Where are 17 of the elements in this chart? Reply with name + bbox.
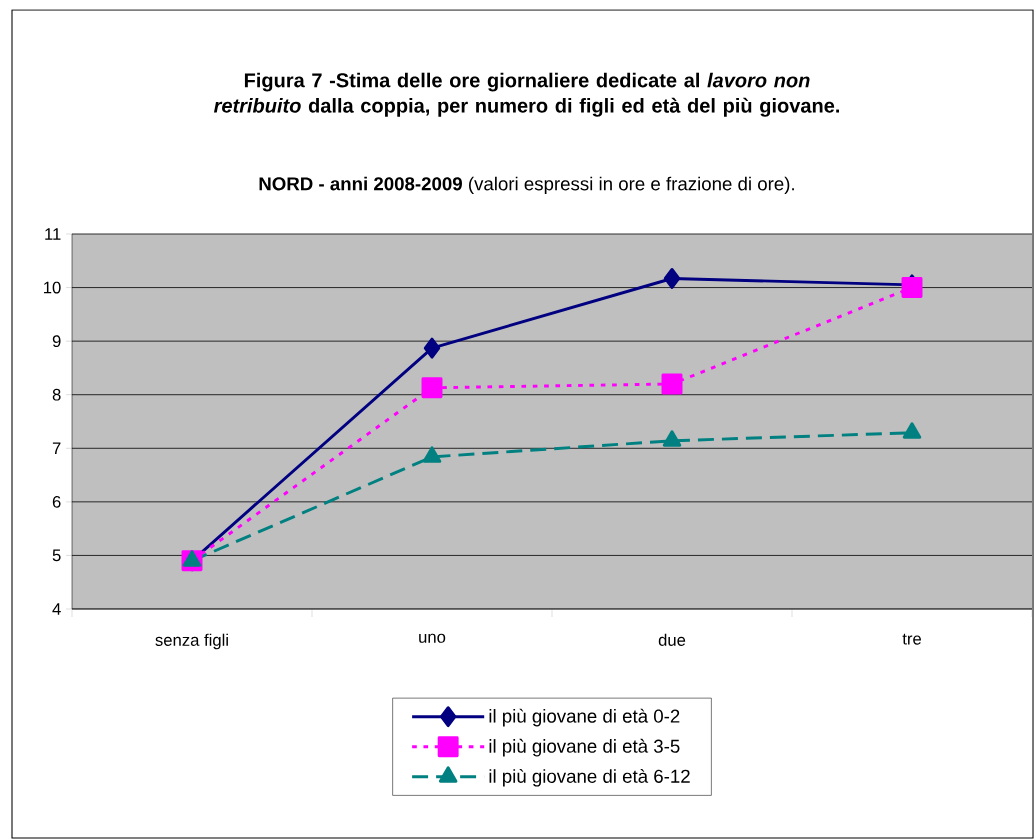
chart-title: Figura 7 -Stima delle ore giornaliere dedicate al lavoro non retribuito dalla coppia, per numero di figli ed età del più giovane.	[213, 72, 840, 117]
y-tick-label: 7	[52, 442, 61, 455]
y-tick-label: 11	[45, 228, 61, 240]
legend-label: il più giovane di età 6-12	[489, 768, 690, 787]
x-tick-label: uno	[419, 633, 446, 643]
y-tick-label: 10	[44, 281, 61, 294]
x-tick-label: senza figli	[155, 633, 228, 650]
x-tick-label: due	[658, 633, 686, 646]
y-tick-label: 4	[52, 603, 61, 615]
legend-label: il più giovane di età 3-5	[489, 738, 680, 757]
y-tick-label: 6	[52, 495, 61, 508]
y-tick-label: 8	[52, 388, 61, 401]
x-tick-label: tre	[902, 633, 921, 645]
y-tick-label: 9	[52, 335, 61, 348]
chart-subtitle: NORD - anni 2008-2009 (valori espressi in ore e frazione di ore).	[259, 176, 794, 195]
legend-label: il più giovane di età 0-2	[489, 708, 680, 727]
y-tick-label: 5	[52, 549, 61, 562]
